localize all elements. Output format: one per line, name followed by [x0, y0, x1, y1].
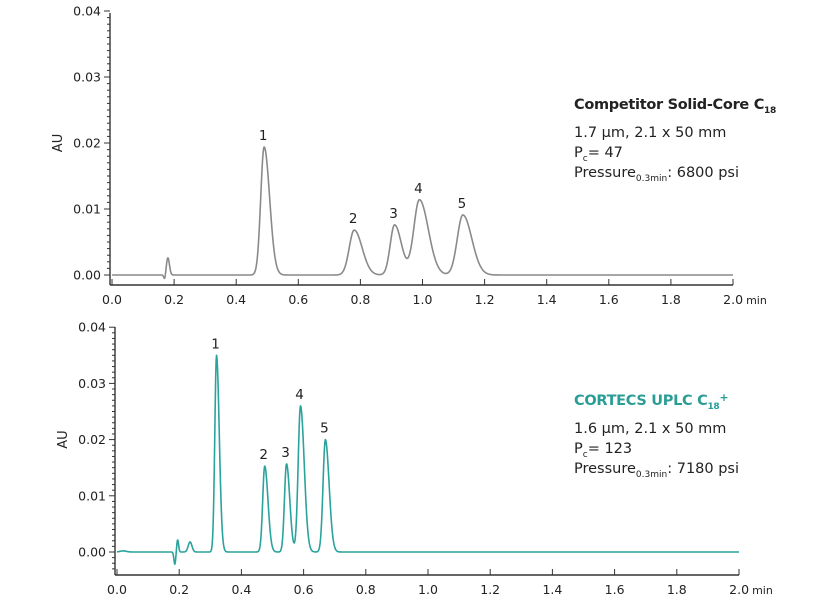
- x-tick-label: 2.0 min: [723, 292, 767, 307]
- peak-label: 1: [211, 336, 220, 352]
- x-tick-label: 0.8: [350, 292, 370, 307]
- peak-label: 5: [458, 196, 467, 212]
- x-tick-label: 0.6: [288, 292, 308, 307]
- bottom-chromatogram: 0.00 0.01 0.02 0.03 0.04 AU 0.0 0.2 0.4 0.6 0.8 1.0…: [56, 320, 773, 597]
- peak-label: 1: [259, 128, 268, 144]
- x-tick-label: 1.4: [537, 292, 557, 307]
- x-tick-label: 1.6: [605, 582, 625, 597]
- x-tick-label: 1.8: [667, 582, 687, 597]
- y-tick-label: 0.04: [78, 320, 106, 335]
- y-tick-label: 0.03: [78, 376, 106, 391]
- x-tick-label: 0.4: [231, 582, 251, 597]
- x-tick-label: 1.4: [542, 582, 562, 597]
- x-tick-label: 2.0 min: [729, 582, 773, 597]
- peak-label: 4: [295, 387, 304, 403]
- peak-label: 3: [389, 206, 398, 222]
- x-tick-label: 1.0: [418, 582, 438, 597]
- x-tick-label: 0.4: [226, 292, 246, 307]
- y-tick-label: 0.04: [73, 4, 101, 19]
- chromatogram-trace: [111, 146, 734, 280]
- top-column-dimensions: 1.7 µm, 2.1 x 50 mm: [574, 125, 727, 141]
- peak-label: 2: [349, 211, 358, 227]
- top-peak-capacity: Pc= 47: [574, 145, 623, 164]
- x-tick-label: 1.8: [661, 292, 681, 307]
- y-tick-label: 0.00: [78, 545, 106, 560]
- bottom-pressure: Pressure0.3min: 7180 psi: [574, 461, 740, 480]
- y-axis-title: AU: [51, 134, 66, 152]
- top-chromatogram: 0.00 0.01 0.02 0.03 0.04 AU 0.0 0.2 0.4 0.6 0.8 1.0…: [51, 4, 767, 308]
- x-tick-label: 1.2: [480, 582, 500, 597]
- peak-label: 3: [281, 445, 290, 461]
- y-tick-label: 0.01: [73, 202, 101, 217]
- top-column-info: Competitor Solid-Core C18 1.7 µm, 2.1 x …: [574, 95, 776, 184]
- x-tick-label: 0.8: [356, 582, 376, 597]
- y-tick-label: 0.02: [78, 432, 106, 447]
- x-tick-label: 1.0: [413, 292, 433, 307]
- x-tick-label: 0.6: [294, 582, 314, 597]
- x-tick-label: 1.6: [599, 292, 619, 307]
- x-tick-label: 0.2: [164, 292, 184, 307]
- bottom-column-dimensions: 1.6 µm, 2.1 x 50 mm: [574, 421, 727, 437]
- peak-label: 5: [320, 421, 329, 437]
- y-axis-title: AU: [56, 430, 71, 448]
- x-tick-label: 0.0: [102, 292, 122, 307]
- y-tick-label: 0.03: [73, 70, 101, 85]
- peak-label: 4: [414, 181, 423, 197]
- top-pressure: Pressure0.3min: 6800 psi: [574, 165, 740, 184]
- x-tick-label: 0.2: [169, 582, 189, 597]
- bottom-peak-capacity: Pc= 123: [574, 441, 633, 460]
- peak-label: 2: [259, 447, 268, 463]
- x-tick-label: 1.2: [475, 292, 495, 307]
- chromatogram-trace: [116, 354, 740, 566]
- top-column-title: Competitor Solid-Core C18: [574, 97, 776, 116]
- bottom-column-info: CORTECS UPLC C18+ 1.6 µm, 2.1 x 50 mm Pc…: [574, 391, 740, 480]
- y-tick-label: 0.00: [73, 268, 101, 283]
- bottom-column-title: CORTECS UPLC C18+: [574, 391, 729, 412]
- x-tick-label: 0.0: [107, 582, 127, 597]
- y-tick-label: 0.01: [78, 488, 106, 503]
- y-tick-label: 0.02: [73, 136, 101, 151]
